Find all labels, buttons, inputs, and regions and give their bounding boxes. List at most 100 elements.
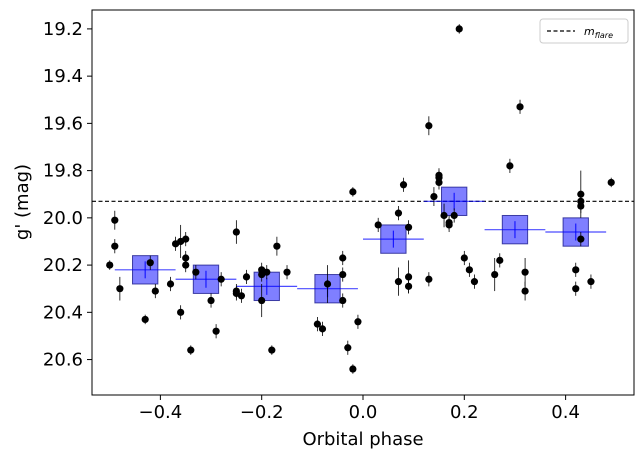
data-point [399,177,408,192]
bin-marker [484,214,546,245]
data-point [425,272,433,287]
point-marker [521,268,529,276]
x-tick-label: −0.2 [240,402,284,423]
bin-marker [236,271,298,302]
data-point [116,276,124,301]
data-point [141,314,149,325]
data-point [182,232,190,247]
data-point [374,217,382,233]
point-marker [460,254,468,262]
x-tick-label: −0.4 [139,402,183,423]
point-marker [237,292,246,300]
data-point [460,250,468,266]
point-marker [187,346,195,354]
point-marker [177,308,185,316]
data-point [187,345,195,355]
point-marker [506,162,514,170]
point-marker [404,223,413,231]
point-marker [111,216,119,224]
data-point [572,262,580,277]
data-point [339,293,347,308]
bin-marker [363,224,424,254]
point-marker [374,221,382,229]
data-point [470,274,479,289]
data-point [394,267,403,296]
legend-label-main: m [584,25,595,38]
data-point [151,283,159,299]
data-point [445,217,453,233]
data-point [318,321,327,336]
point-marker [399,181,408,189]
data-point [232,220,240,244]
point-marker [349,365,357,373]
point-marker [587,278,595,286]
point-marker [440,211,448,220]
axis-ticks: −0.4 −0.2 0.0 0.2 0.4 19.2 19.4 19.6 19.8 20.0 20.… [43,19,580,423]
point-marker [496,256,504,264]
point-marker [394,209,403,217]
legend: mflare [539,18,629,44]
legend-flare-label: mflare [584,25,613,40]
point-marker [572,266,580,274]
point-marker [470,278,479,286]
data-point [455,24,463,34]
data-point [339,267,347,282]
point-marker [166,280,175,288]
point-marker [339,254,347,262]
point-marker [394,278,403,286]
point-marker [182,254,190,262]
point-marker [435,174,443,182]
point-marker [339,270,347,279]
data-point [339,250,347,266]
point-marker [217,275,225,283]
point-marker [465,266,473,274]
point-marker [323,280,332,288]
point-marker [339,296,347,305]
x-tick-label: 0.4 [551,402,580,423]
point-marker [263,268,271,276]
point-marker [146,259,154,267]
point-marker [151,287,159,295]
point-marker [192,268,200,276]
data-point [404,220,413,235]
x-tick-label: 0.2 [450,402,479,423]
point-marker [607,178,615,187]
y-tick-label: 20.4 [43,302,83,323]
data-point [192,265,200,280]
point-marker [450,211,458,220]
point-marker [572,285,580,293]
data-point [166,276,175,292]
bin-marker [545,217,607,247]
data-point [263,265,271,280]
data-point [217,272,225,287]
y-tick-label: 19.8 [43,161,83,182]
point-marker [425,275,433,283]
legend-box [539,18,629,44]
y-tick-label: 20.0 [43,208,83,229]
point-marker [349,188,357,196]
x-axis-label: Orbital phase [302,429,423,450]
point-marker [430,192,438,201]
point-marker [318,325,327,333]
y-tick-label: 19.4 [43,66,83,87]
data-point [273,236,281,256]
data-point [106,260,114,270]
data-point [313,317,322,332]
point-marker [242,273,251,281]
plot-area [92,24,634,374]
y-tick-label: 19.6 [43,113,83,134]
data-point [425,116,433,136]
point-marker [491,270,499,279]
data-point [496,253,504,268]
point-marker [268,346,276,354]
data-point [430,187,438,207]
data-point [111,210,119,230]
point-marker [111,242,119,250]
data-point [404,279,413,294]
data-point [207,293,215,308]
data-point [440,203,448,228]
x-tick-label: 0.0 [349,402,378,423]
data-point [577,232,585,247]
data-point [182,250,190,266]
